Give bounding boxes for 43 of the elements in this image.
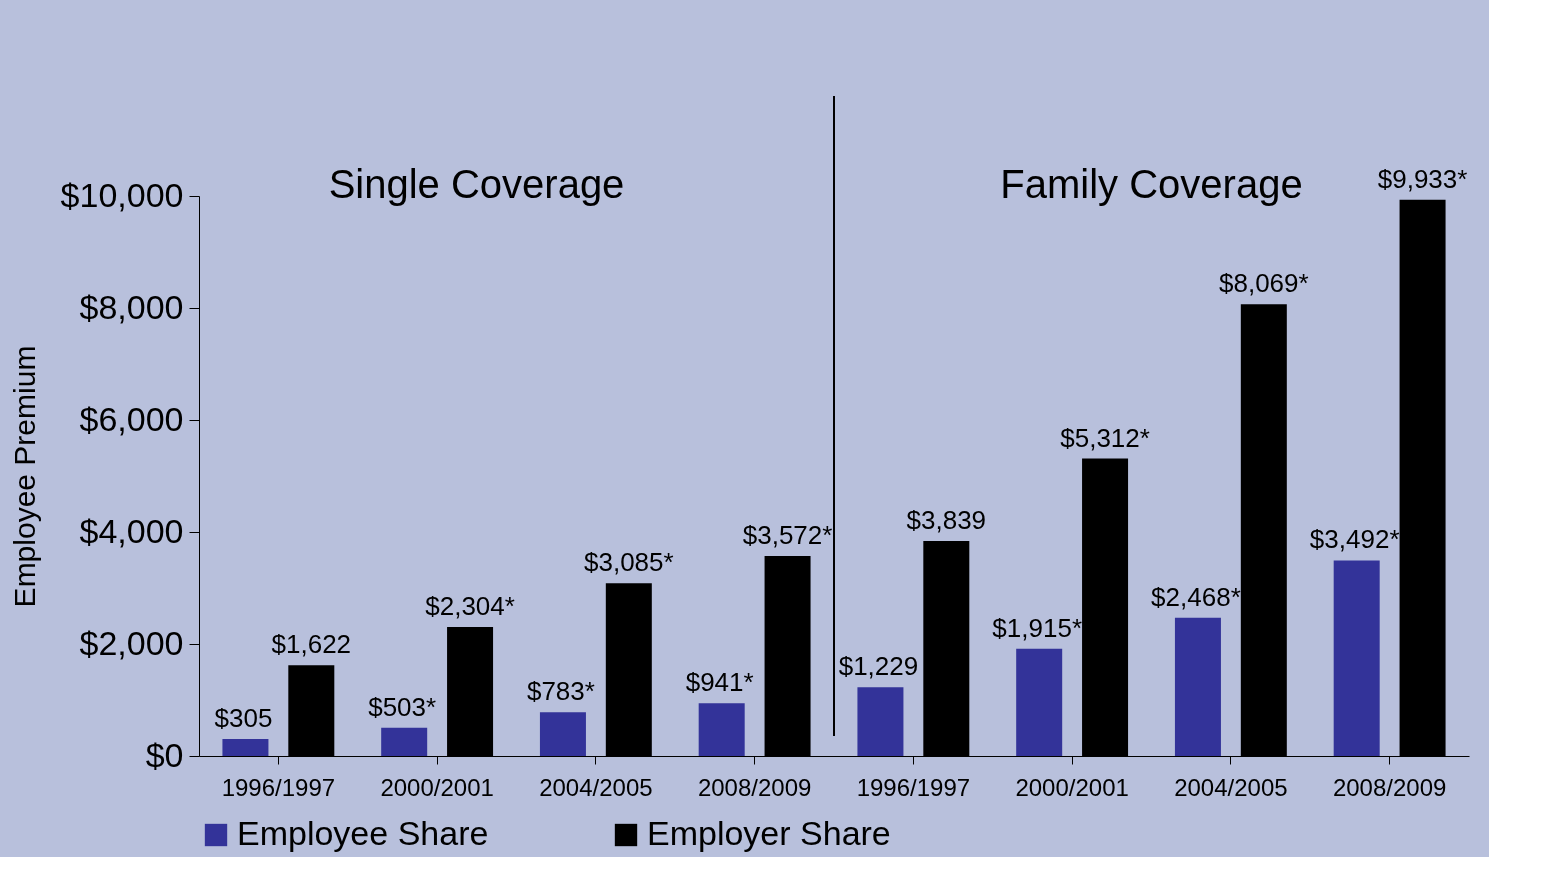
legend-label: Employee Share bbox=[237, 814, 489, 852]
x-tick-label: 2000/2001 bbox=[1015, 773, 1129, 801]
data-label: $3,492* bbox=[1309, 524, 1400, 555]
y-axis-title: Employee Premium bbox=[7, 345, 41, 608]
data-label: $2,468* bbox=[1151, 581, 1241, 612]
bar bbox=[222, 738, 269, 756]
data-label: $503* bbox=[368, 691, 437, 722]
bar bbox=[1333, 560, 1380, 756]
y-tick-label: $2,000 bbox=[79, 623, 184, 662]
data-label: $305 bbox=[214, 702, 273, 733]
y-tick-label: $4,000 bbox=[79, 511, 184, 550]
bar bbox=[857, 687, 904, 756]
x-tick-label: 1996/1997 bbox=[856, 773, 971, 801]
x-tick-label: 2000/2001 bbox=[380, 773, 494, 801]
y-tick-label: $0 bbox=[145, 735, 184, 774]
data-label: $8,069* bbox=[1218, 268, 1309, 299]
data-label: $1,229 bbox=[838, 651, 919, 682]
data-label: $9,933* bbox=[1377, 163, 1468, 194]
y-tick-label: $6,000 bbox=[79, 399, 184, 438]
data-label: $783* bbox=[526, 676, 595, 707]
bar bbox=[698, 703, 745, 756]
annotation: Single Coverage bbox=[328, 162, 625, 206]
data-label: $3,572* bbox=[742, 519, 833, 550]
data-label: $2,304* bbox=[425, 590, 515, 621]
x-tick-label: 2008/2009 bbox=[1332, 773, 1447, 801]
data-label: $941* bbox=[685, 667, 754, 698]
annotation: Family Coverage bbox=[1000, 162, 1303, 206]
data-label: $1,915* bbox=[992, 612, 1083, 643]
legend-label: Employer Share bbox=[647, 814, 891, 852]
y-tick-label: $8,000 bbox=[79, 287, 184, 326]
data-label: $3,839 bbox=[906, 505, 987, 536]
bar bbox=[1016, 648, 1063, 756]
x-tick-label: 1996/1997 bbox=[221, 773, 336, 801]
x-tick-label: 2008/2009 bbox=[697, 773, 812, 801]
bar bbox=[1174, 617, 1221, 756]
x-tick-label: 2004/2005 bbox=[539, 773, 653, 801]
data-label: $5,312* bbox=[1060, 422, 1150, 453]
bar bbox=[539, 712, 586, 756]
y-tick-label: $10,000 bbox=[60, 175, 184, 214]
data-label: $1,622 bbox=[271, 629, 352, 660]
bar bbox=[381, 727, 428, 756]
data-label: $3,085* bbox=[583, 547, 674, 578]
x-tick-label: 2004/2005 bbox=[1174, 773, 1288, 801]
